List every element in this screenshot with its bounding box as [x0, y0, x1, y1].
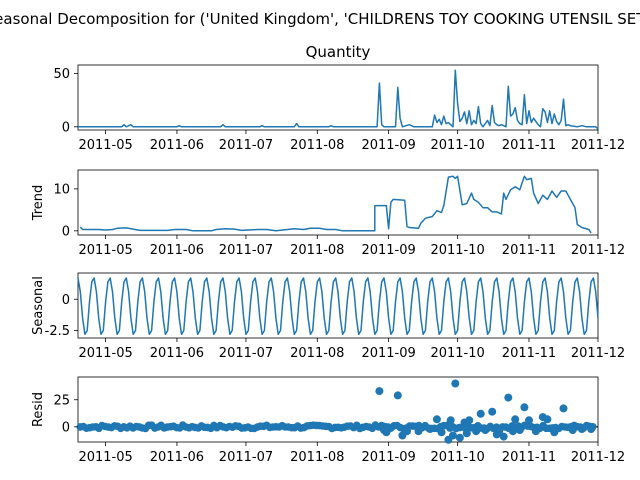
x-tick-label: 2011-09	[361, 346, 415, 361]
x-tick-label: 2011-09	[361, 243, 415, 258]
resid-point	[495, 427, 504, 436]
x-tick-label: 2011-08	[290, 138, 344, 153]
y-tick-label: 0	[62, 120, 70, 135]
resid-point	[455, 433, 464, 442]
x-tick-label: 2011-10	[430, 346, 484, 361]
x-tick-label: 2011-11	[502, 138, 556, 153]
figure-suptitle: Seasonal Decomposition for ('United King…	[0, 10, 640, 28]
resid-point	[559, 404, 568, 413]
y-tick-label: 10	[53, 182, 70, 197]
x-tick-label: 2011-11	[502, 243, 556, 258]
resid-point	[451, 379, 460, 388]
x-tick-label: 2011-05	[78, 138, 132, 153]
resid-point	[472, 427, 481, 436]
resid-point	[568, 426, 577, 435]
resid-point	[449, 431, 457, 440]
resid-point	[393, 391, 402, 400]
x-tick-label: 2011-06	[150, 450, 204, 465]
resid-point	[543, 415, 552, 424]
resid-point	[462, 429, 471, 438]
series-line	[77, 277, 599, 336]
axes-frame	[77, 376, 599, 443]
x-tick-label: 2011-07	[219, 346, 273, 361]
x-tick-label: 2011-08	[290, 450, 344, 465]
y-tick-label: 0	[62, 293, 70, 308]
panels-group: 2011-05 2011-06 2011-07 2011-08 2011-09 2011-…	[31, 43, 625, 465]
axes-frame	[77, 272, 599, 339]
x-tick-label: 2011-06	[150, 138, 204, 153]
series-line	[79, 175, 592, 234]
y-axis-label: Trend	[31, 185, 46, 222]
resid-point	[403, 427, 411, 436]
panel-1: 2011-05 2011-06 2011-07 2011-08 2011-09 2011-…	[53, 43, 625, 153]
x-tick-label: 2011-08	[290, 243, 344, 258]
resid-point	[481, 426, 490, 435]
resid-point	[587, 425, 596, 433]
resid-point	[426, 425, 434, 433]
y-axis-label: Seasonal	[31, 276, 46, 335]
resid-point	[499, 432, 508, 441]
panel-title: Quantity	[306, 43, 371, 61]
y-tick-label: 50	[53, 67, 70, 82]
x-tick-label: 2011-10	[430, 138, 484, 153]
series-line	[78, 69, 599, 130]
x-tick-label: 2011-08	[290, 346, 344, 361]
y-tick-label: 25	[53, 393, 70, 408]
panel-3: 2011-05 2011-06 2011-07 2011-08 2011-09 2011-…	[31, 272, 625, 361]
x-tick-label: 2011-10	[430, 450, 484, 465]
resid-point	[577, 425, 586, 433]
resid-point	[414, 427, 423, 436]
x-tick-label: 2011-09	[361, 138, 415, 153]
resid-point	[465, 416, 474, 425]
x-tick-label: 2011-12	[571, 138, 625, 153]
resid-point	[476, 409, 485, 418]
resid-point	[432, 415, 441, 424]
resid-point	[437, 428, 446, 437]
x-tick-label: 2011-12	[571, 243, 625, 258]
resid-point	[488, 407, 497, 416]
resid-point	[508, 427, 517, 436]
resid-point	[550, 428, 559, 437]
x-tick-label: 2011-10	[430, 243, 484, 258]
resid-point	[504, 393, 513, 402]
x-tick-label: 2011-12	[571, 346, 625, 361]
y-axis-label: Resid	[31, 392, 46, 427]
x-tick-label: 2011-06	[150, 243, 204, 258]
x-tick-label: 2011-09	[361, 450, 415, 465]
resid-point	[525, 416, 533, 425]
resid-point	[384, 425, 393, 433]
resid-point	[446, 416, 455, 425]
x-tick-label: 2011-07	[219, 138, 273, 153]
y-tick-label: 0	[62, 224, 70, 239]
panel-2: 2011-05 2011-06 2011-07 2011-08 2011-09 2011-…	[31, 169, 625, 258]
y-tick-label: -2.5	[45, 324, 70, 339]
x-tick-label: 2011-11	[502, 346, 556, 361]
x-tick-label: 2011-07	[219, 243, 273, 258]
y-tick-label: 0	[62, 420, 70, 435]
x-tick-label: 2011-06	[150, 346, 204, 361]
x-tick-label: 2011-11	[502, 450, 556, 465]
x-tick-label: 2011-05	[78, 243, 132, 258]
resid-point	[520, 403, 529, 412]
axes-frame	[77, 64, 599, 131]
x-tick-label: 2011-05	[78, 346, 132, 361]
panel-4: 2011-05 2011-06 2011-07 2011-08 2011-09 2011-…	[31, 376, 625, 465]
x-tick-label: 2011-07	[219, 450, 273, 465]
resid-point	[531, 427, 540, 436]
axes-frame	[77, 169, 599, 236]
resid-point	[515, 426, 524, 435]
resid-point	[511, 415, 520, 424]
x-tick-label: 2011-12	[571, 450, 625, 465]
resid-point	[375, 387, 384, 396]
x-tick-label: 2011-05	[78, 450, 132, 465]
